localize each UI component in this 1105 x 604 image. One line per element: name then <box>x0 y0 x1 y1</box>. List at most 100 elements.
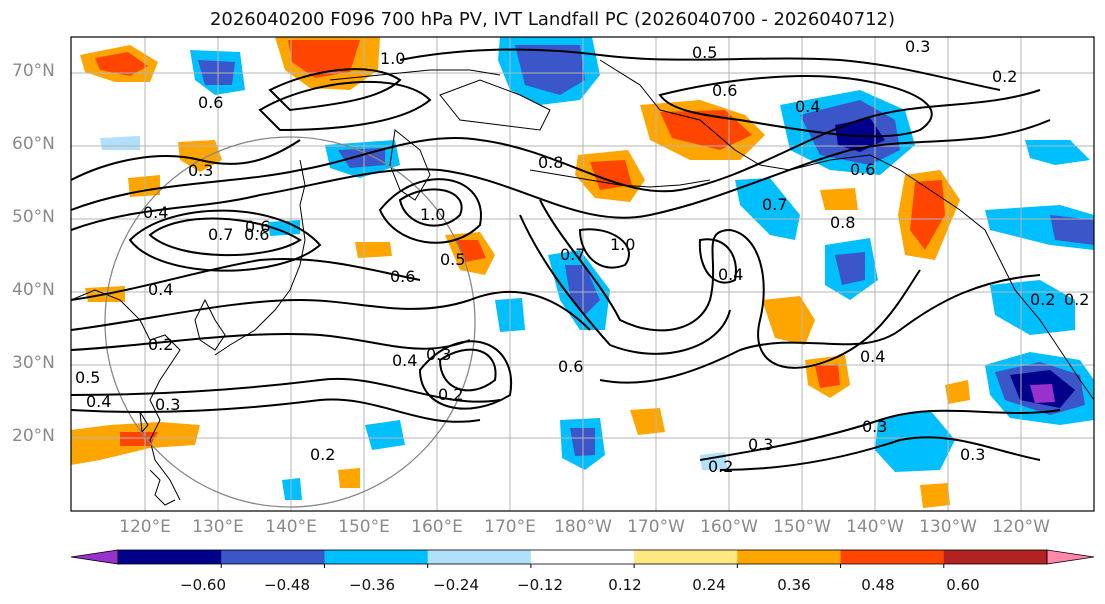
anom-neg-17 <box>100 136 140 150</box>
anom-pos-18 <box>945 380 970 404</box>
lon-label: 160°E <box>411 517 463 537</box>
lat-label: 20°N <box>12 426 55 446</box>
contour-label: 0.7 <box>560 245 585 264</box>
contour-label: 0.6 <box>850 160 875 179</box>
contour-label: 0.6 <box>390 267 415 286</box>
colorbar-bin <box>840 550 945 564</box>
coastlines <box>70 59 1095 506</box>
anom-neg-3b <box>338 148 385 168</box>
contour-label: 0.8 <box>830 213 855 232</box>
colorbar-tick-label: 0.12 <box>608 576 642 594</box>
kamchatka-coast <box>389 129 431 201</box>
lon-label: 150°W <box>773 517 831 537</box>
contour-label: 0.2 <box>438 385 463 404</box>
philippines <box>149 469 176 506</box>
contour-label: 0.6 <box>245 217 270 236</box>
colorbar-tick-label: −0.48 <box>264 576 310 594</box>
anom-pos-14b <box>120 432 158 446</box>
contour-label: 0.5 <box>692 43 717 62</box>
contour-label: 0.4 <box>148 280 173 299</box>
anom-pos-1b <box>95 52 148 76</box>
sakhalin-coast <box>299 159 306 206</box>
lon-label: 150°E <box>338 517 390 537</box>
anom-pos-8 <box>355 242 392 258</box>
contour-label: 0.2 <box>992 67 1017 86</box>
contour-label: 0.4 <box>860 347 885 366</box>
anom-neg-11d <box>1030 384 1055 403</box>
colorbar-bin <box>427 550 532 564</box>
taiwan <box>139 411 149 434</box>
anom-neg-5 <box>735 178 800 240</box>
anom-neg-12 <box>875 410 955 472</box>
anom-neg-1b <box>515 45 585 95</box>
colorbar-tick-label: 0.60 <box>946 576 980 594</box>
colorbar-bin <box>221 550 325 564</box>
contour-label: 0.6 <box>558 357 583 376</box>
lat-label: 40°N <box>12 280 55 300</box>
colorbar <box>70 549 1095 568</box>
contour-label: 1.0 <box>420 205 445 224</box>
anom-pos-16 <box>920 483 950 508</box>
lon-label: 160°W <box>700 517 758 537</box>
contour-label: 0.4 <box>86 392 111 411</box>
contour-label: 0.2 <box>1030 290 1055 309</box>
anom-pos-3 <box>178 140 222 172</box>
colorbar-bin <box>530 550 635 564</box>
colorbar-tick-label: 0.24 <box>692 576 726 594</box>
colorbar-bin <box>634 550 738 564</box>
map-panel: 1.0 0.5 0.6 0.3 0.2 0.4 0.6 0.3 0.6 0.4 … <box>70 36 1095 512</box>
colorbar-tick-label: 0.36 <box>777 576 811 594</box>
chart-title: 2026040200 F096 700 hPa PV, IVT Landfall… <box>209 9 896 30</box>
ivt-contours <box>70 48 1061 471</box>
colorbar-bin <box>943 550 1048 564</box>
asia-coast <box>70 289 181 501</box>
contour-label: 1.0 <box>380 49 405 68</box>
contour-label: 0.7 <box>208 225 233 244</box>
colorbar-extend-high <box>1046 549 1095 565</box>
contour-label: 0.4 <box>718 265 743 284</box>
korea-coast <box>194 298 226 351</box>
lat-label: 70°N <box>12 61 55 81</box>
contour-label: 0.3 <box>155 395 180 414</box>
colorbar-bin <box>324 550 429 564</box>
contour-label: 0.5 <box>75 368 100 387</box>
contour-label: 0.4 <box>392 351 417 370</box>
contour-label: 0.6 <box>198 93 223 112</box>
contour-label: 0.3 <box>960 445 985 464</box>
lon-label: 120°W <box>992 517 1050 537</box>
colorbar-tick-label: −0.36 <box>349 576 395 594</box>
contour-label: 0.8 <box>538 153 563 172</box>
contour-labels: 1.0 0.5 0.6 0.3 0.2 0.4 0.6 0.3 0.6 0.4 … <box>75 37 1089 476</box>
anom-pos-11b <box>815 364 840 388</box>
arctic-coast <box>329 69 501 81</box>
colorbar-extend-low <box>70 549 119 565</box>
alaska-coast <box>599 59 1095 401</box>
colorbar-tick-label: −0.60 <box>180 576 226 594</box>
anom-neg-14 <box>365 420 405 450</box>
range-circle <box>104 136 476 508</box>
lon-label: 130°W <box>919 517 977 537</box>
contour-label: 0.4 <box>143 203 168 222</box>
anom-neg-15 <box>282 478 302 500</box>
graticule <box>71 37 1094 511</box>
contour-label: 0.3 <box>905 37 930 56</box>
colorbar-tick-label: −0.24 <box>433 576 479 594</box>
anom-pos-6b <box>590 160 632 190</box>
lon-label: 140°W <box>846 517 904 537</box>
contour-label: 0.6 <box>712 81 737 100</box>
lat-label: 50°N <box>12 207 55 227</box>
lon-label: 170°W <box>627 517 685 537</box>
anom-neg-7b <box>835 252 865 285</box>
lon-label: 170°E <box>484 517 536 537</box>
contour-label: 0.2 <box>708 457 733 476</box>
anom-pos-13 <box>820 188 858 210</box>
anom-pos-2b <box>288 40 360 78</box>
contour-label: 0.6 <box>244 225 269 244</box>
contour-label: 1.0 <box>610 235 635 254</box>
lat-label: 30°N <box>12 353 55 373</box>
contour-label: 0.3 <box>862 417 887 436</box>
contour-label: 0.2 <box>148 335 173 354</box>
anom-neg-9b <box>1050 215 1094 245</box>
anom-neg-10 <box>990 280 1075 335</box>
